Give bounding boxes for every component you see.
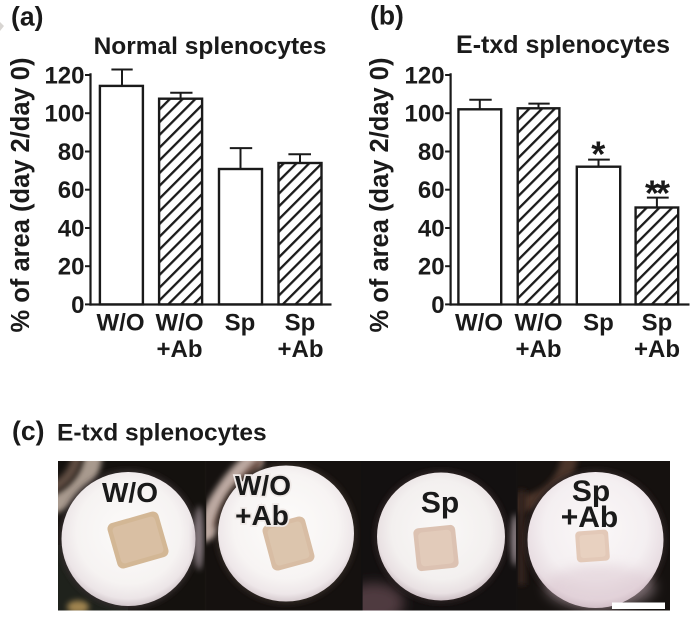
svg-text:20: 20 xyxy=(58,254,85,281)
svg-text:**: ** xyxy=(645,173,670,214)
svg-text:Sp: Sp xyxy=(285,310,316,337)
svg-text:60: 60 xyxy=(58,177,85,204)
svg-text:120: 120 xyxy=(44,63,84,90)
svg-text:0: 0 xyxy=(431,292,444,319)
svg-text:+Ab: +Ab xyxy=(634,336,680,363)
svg-text:W/O: W/O xyxy=(97,310,145,337)
svg-text:W/O: W/O xyxy=(455,310,503,337)
svg-text:+Ab: +Ab xyxy=(515,336,561,363)
svg-text:60: 60 xyxy=(418,177,445,204)
svg-text:(c): (c) xyxy=(12,416,44,446)
svg-text:+Ab: +Ab xyxy=(156,336,202,363)
svg-text:Normal splenocytes: Normal splenocytes xyxy=(94,33,327,60)
svg-text:80: 80 xyxy=(418,139,445,166)
svg-text:Sp: Sp xyxy=(421,487,459,520)
svg-text:W/O: W/O xyxy=(235,470,291,501)
svg-text:(a): (a) xyxy=(11,2,43,32)
svg-text:Sp: Sp xyxy=(642,310,673,337)
svg-text:% of area (day 2/day 0): % of area (day 2/day 0) xyxy=(7,58,35,333)
svg-text:% of area (day 2/day 0): % of area (day 2/day 0) xyxy=(366,58,394,333)
svg-text:0: 0 xyxy=(71,292,84,319)
svg-text:120: 120 xyxy=(405,63,445,90)
svg-text:W/O: W/O xyxy=(156,310,204,337)
svg-text:(b): (b) xyxy=(370,1,404,31)
svg-text:+Ab: +Ab xyxy=(277,336,323,363)
svg-text:*: * xyxy=(591,134,605,175)
svg-text:100: 100 xyxy=(44,101,84,128)
svg-text:Sp: Sp xyxy=(225,310,256,337)
svg-text:100: 100 xyxy=(405,101,445,128)
svg-text:Sp: Sp xyxy=(572,475,610,508)
svg-text:W/O: W/O xyxy=(515,310,563,337)
svg-text:+Ab: +Ab xyxy=(561,501,619,534)
svg-text:80: 80 xyxy=(58,139,85,166)
svg-text:W/O: W/O xyxy=(102,477,158,508)
svg-text:40: 40 xyxy=(58,216,85,243)
svg-text:Sp: Sp xyxy=(583,310,614,337)
svg-text:20: 20 xyxy=(418,254,445,281)
svg-text:E-txd splenocytes: E-txd splenocytes xyxy=(57,420,267,447)
svg-text:40: 40 xyxy=(418,216,445,243)
svg-text:E-txd splenocytes: E-txd splenocytes xyxy=(456,31,670,59)
svg-text:+Ab: +Ab xyxy=(235,500,289,531)
